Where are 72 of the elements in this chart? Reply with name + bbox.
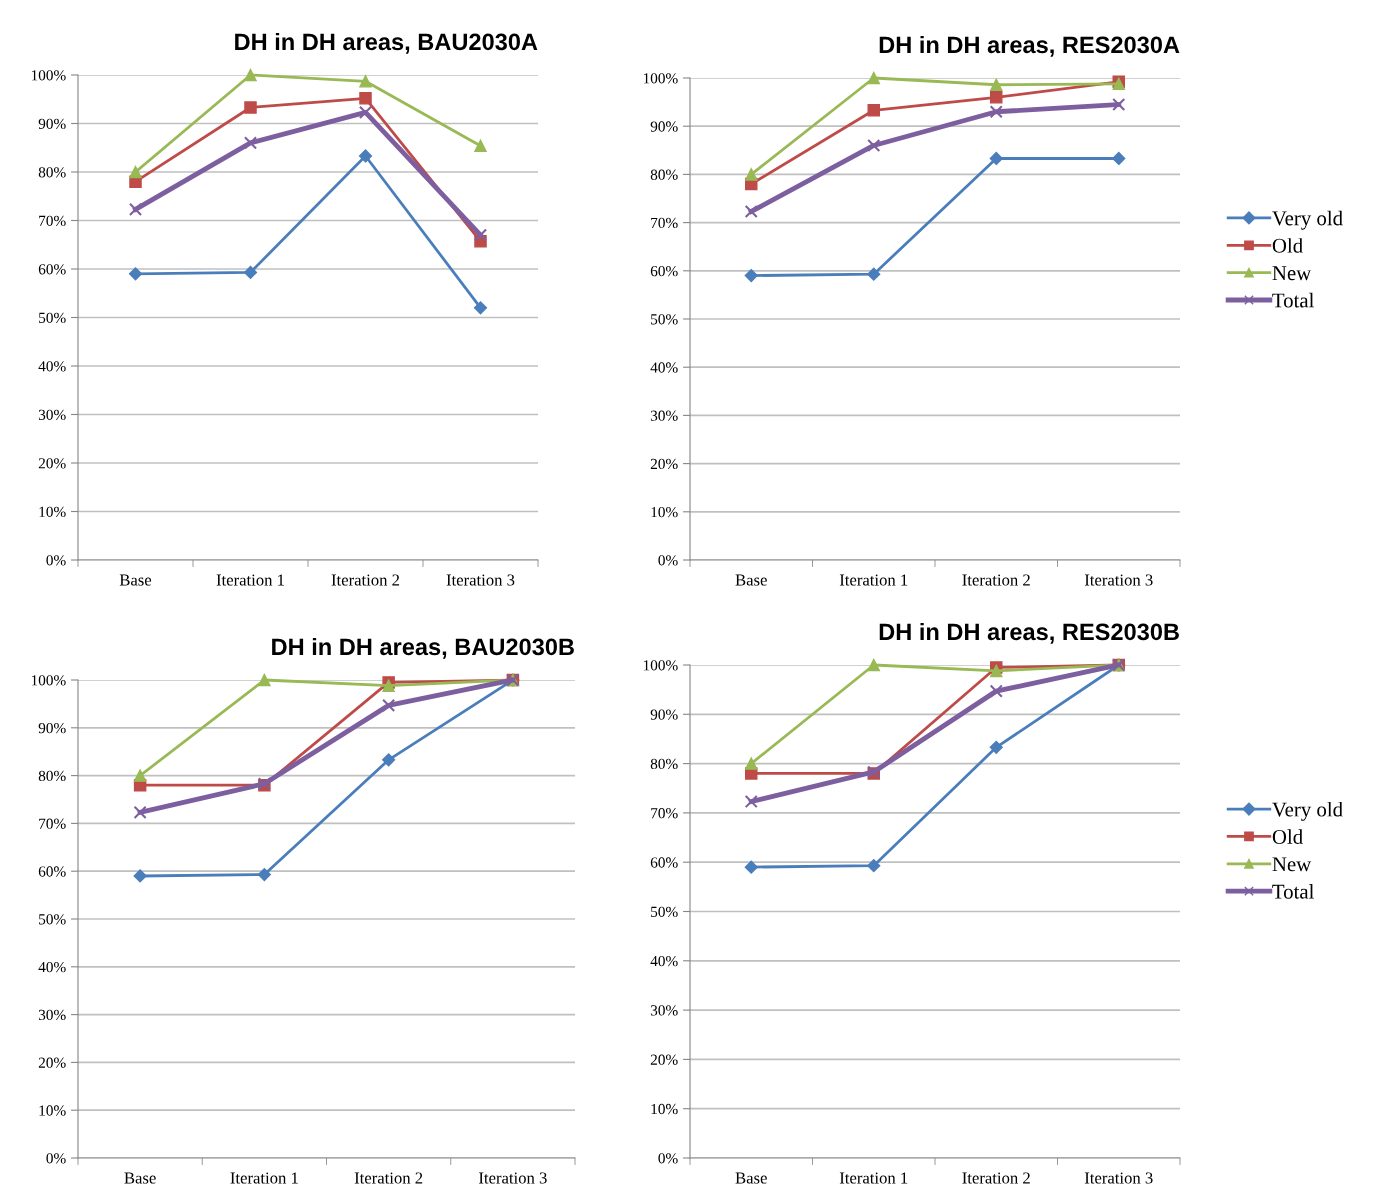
x-tick-label: Base xyxy=(735,574,767,586)
x-tick-label: Iteration 2 xyxy=(962,1172,1030,1184)
y-tick-label: 80% xyxy=(650,169,678,180)
x-tick-label: Iteration 1 xyxy=(230,1172,298,1184)
y-tick-label: 0% xyxy=(46,1153,66,1164)
y-tick-label: 50% xyxy=(39,914,66,925)
y-tick-label: 40% xyxy=(38,361,66,372)
legend-label: Very old xyxy=(1272,801,1343,821)
x-tick-label: Iteration 3 xyxy=(1084,1172,1153,1184)
x-tick-label: Iteration 2 xyxy=(962,574,1030,586)
y-tick-label: 10% xyxy=(651,506,678,518)
y-tick-label: 100% xyxy=(643,73,678,84)
y-tick-label: 40% xyxy=(650,362,678,373)
y-tick-label: 100% xyxy=(31,70,66,81)
y-tick-label: 40% xyxy=(650,955,678,967)
x-tick-label: Iteration 1 xyxy=(839,1172,908,1184)
x-tick-label: Base xyxy=(735,1172,767,1184)
x-tick-label: Base xyxy=(124,1172,156,1184)
y-tick-label: 0% xyxy=(46,555,66,566)
y-tick-label: 10% xyxy=(39,506,66,517)
y-tick-label: 10% xyxy=(39,1105,66,1116)
y-tick-label: 60% xyxy=(650,265,678,277)
legend-label: New xyxy=(1272,266,1312,281)
y-tick-label: 0% xyxy=(658,555,678,566)
y-tick-label: 50% xyxy=(651,906,678,917)
y-tick-label: 90% xyxy=(650,709,678,720)
x-tick-label: Base xyxy=(119,574,152,586)
y-tick-label: 80% xyxy=(38,167,66,178)
legend-label: Old xyxy=(1272,829,1303,844)
y-tick-label: 80% xyxy=(38,770,66,782)
y-tick-label: 50% xyxy=(651,314,678,325)
y-tick-label: 30% xyxy=(38,1009,66,1021)
y-tick-label: 80% xyxy=(650,758,678,770)
chart-title: DH in DH areas, RES2030A xyxy=(879,35,1180,57)
x-tick-label: Iteration 1 xyxy=(216,574,284,586)
y-tick-label: 30% xyxy=(650,1005,678,1016)
legend-label: Total xyxy=(1272,292,1314,308)
legend-label: Total xyxy=(1272,884,1314,899)
y-tick-label: 60% xyxy=(650,857,678,868)
x-tick-label: Iteration 3 xyxy=(446,574,515,586)
x-tick-label: Iteration 2 xyxy=(331,574,400,586)
y-tick-label: 20% xyxy=(650,1054,678,1065)
chart-title: DH in DH areas, BAU2030B xyxy=(272,637,574,659)
y-tick-label: 70% xyxy=(651,217,678,229)
y-tick-label: 20% xyxy=(650,458,678,470)
y-tick-label: 10% xyxy=(651,1103,678,1115)
y-tick-label: 70% xyxy=(39,818,66,829)
y-tick-label: 50% xyxy=(39,312,66,323)
y-tick-label: 90% xyxy=(650,121,678,132)
x-tick-label: Iteration 3 xyxy=(479,1172,547,1184)
legend-label: Old xyxy=(1272,238,1303,253)
y-tick-label: 20% xyxy=(38,458,66,469)
y-tick-label: 100% xyxy=(643,660,678,671)
x-tick-label: Iteration 3 xyxy=(1084,574,1153,586)
legend-label: New xyxy=(1272,857,1312,872)
chart-title: DH in DH areas, BAU2030A xyxy=(235,32,538,54)
y-tick-label: 30% xyxy=(650,410,678,421)
chart-title: DH in DH areas, RES2030B xyxy=(879,622,1179,644)
y-tick-label: 60% xyxy=(38,264,66,275)
y-tick-label: 100% xyxy=(31,675,66,686)
legend-label: Very old xyxy=(1272,210,1343,230)
y-tick-label: 90% xyxy=(38,722,66,734)
y-tick-label: 60% xyxy=(38,866,66,877)
y-tick-label: 70% xyxy=(651,808,678,819)
y-tick-label: 40% xyxy=(38,961,66,973)
y-tick-label: 0% xyxy=(658,1153,678,1164)
y-tick-label: 70% xyxy=(39,215,66,226)
x-tick-label: Iteration 2 xyxy=(354,1172,423,1184)
x-tick-label: Iteration 1 xyxy=(839,574,908,586)
y-tick-label: 20% xyxy=(38,1057,66,1068)
y-tick-label: 90% xyxy=(38,118,66,129)
y-tick-label: 30% xyxy=(38,409,66,420)
